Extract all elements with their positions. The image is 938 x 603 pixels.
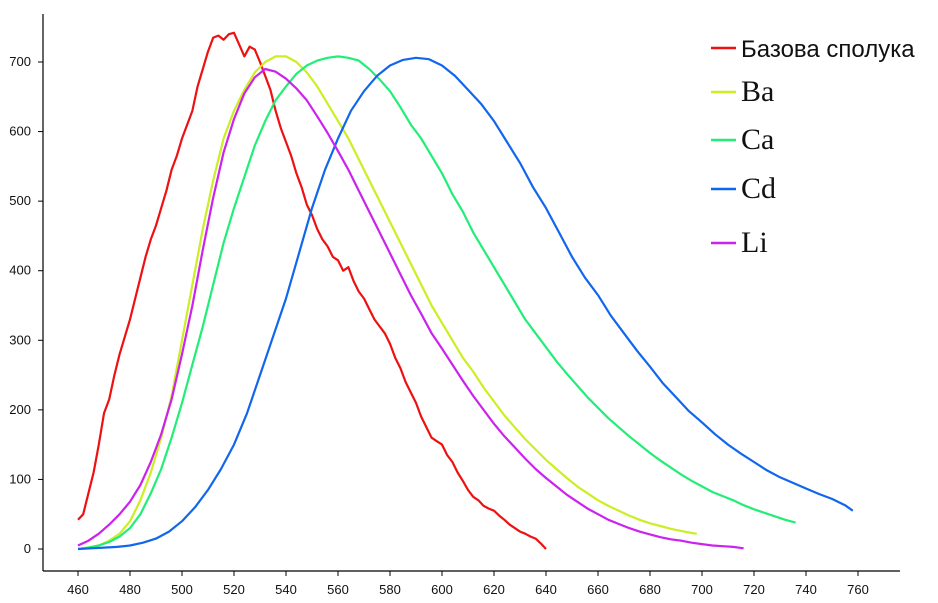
legend-label-4: Cd <box>741 172 776 205</box>
legend: Базова сполука Ba Ca Cd Li <box>711 36 915 259</box>
y-tick-label: 500 <box>9 193 31 208</box>
x-tick-label: 640 <box>535 582 557 597</box>
series-line-2 <box>77 55 697 551</box>
y-tick-label: 600 <box>9 124 31 139</box>
y-tick-label: 300 <box>9 332 31 347</box>
x-tick-label: 540 <box>275 582 297 597</box>
x-tick-label: 560 <box>327 582 349 597</box>
y-tick-label: 100 <box>9 471 31 486</box>
legend-label-2: Ba <box>741 75 774 108</box>
axes: 0 100 200 300 400 500 600 700 460 480 500 520 540 560… <box>9 14 900 597</box>
series-line-3 <box>77 55 796 551</box>
x-tick-label: 660 <box>587 582 609 597</box>
x-tick-label: 760 <box>847 582 869 597</box>
x-tick-label: 600 <box>431 582 453 597</box>
x-tick-label: 520 <box>223 582 245 597</box>
y-tick-label: 700 <box>9 54 31 69</box>
legend-label-1: Базова сполука <box>741 36 915 63</box>
y-tick-label: 200 <box>9 402 31 417</box>
legend-label-3: Ca <box>741 123 774 156</box>
legend-label-5: Li <box>741 226 768 259</box>
y-tick-label: 0 <box>24 541 31 556</box>
plot-area <box>77 31 854 551</box>
x-tick-label: 680 <box>639 582 661 597</box>
x-tick-label: 620 <box>483 582 505 597</box>
series-line-1 <box>77 31 547 550</box>
x-tick-label: 740 <box>795 582 817 597</box>
x-tick-label: 460 <box>67 582 89 597</box>
x-tick-label: 580 <box>379 582 401 597</box>
x-tick-label: 720 <box>743 582 765 597</box>
x-tick-label: 500 <box>171 582 193 597</box>
series-line-4 <box>77 56 854 551</box>
x-tick-label: 480 <box>119 582 141 597</box>
x-tick-label: 700 <box>691 582 713 597</box>
y-tick-label: 400 <box>9 263 31 278</box>
series-line-5 <box>77 67 744 550</box>
